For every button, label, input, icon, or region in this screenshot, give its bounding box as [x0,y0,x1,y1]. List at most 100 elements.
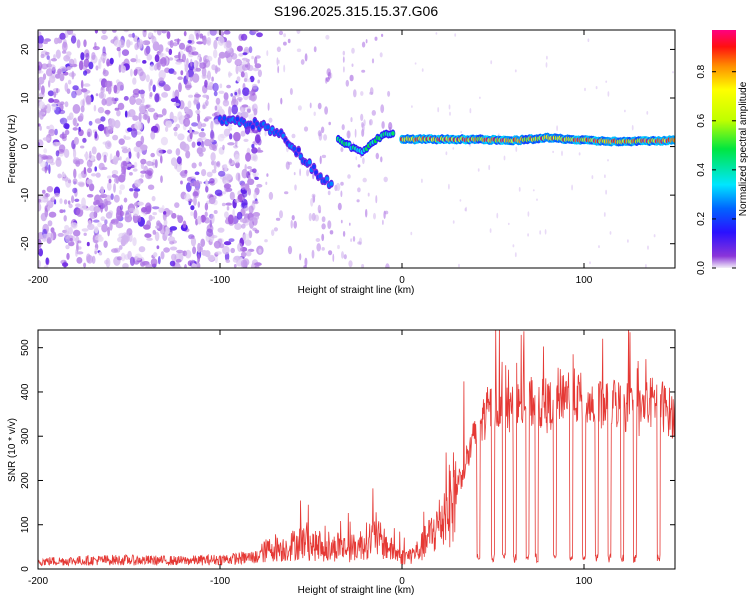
noise-blob [361,123,365,133]
noise-blob [178,42,186,50]
noise-blob [50,227,55,233]
noise-blob [64,123,70,130]
noise-blob [234,198,240,203]
noise-blob [112,30,117,33]
x-tick-label: 0 [399,275,405,286]
noise-blob [83,70,88,76]
noise-blob [56,88,59,94]
noise-blob [155,225,160,229]
noise-blob [321,247,325,251]
noise-blob [192,246,197,255]
noise-blob [38,198,42,203]
noise-blob [142,113,148,120]
noise-blob [206,85,213,90]
noise-blob [319,155,322,165]
noise-blob [57,68,62,75]
noise-blob [294,184,297,191]
noise-blob [345,79,349,87]
noise-blob [347,130,350,139]
noise-blob [201,73,206,80]
noise-blob [66,66,72,71]
noise-blob [503,155,506,161]
noise-blob [228,106,232,116]
noise-blob [253,214,260,221]
noise-blob [122,263,129,268]
noise-blob [152,229,157,235]
noise-blob [76,207,84,217]
noise-blob [247,108,251,113]
noise-blob [595,86,598,90]
noise-blob [244,183,250,192]
noise-blob [158,44,164,53]
y-tick-label: 20 [20,43,31,55]
noise-blob [296,30,301,34]
noise-blob [92,46,100,51]
x-tick-label: 100 [576,576,593,587]
noise-blob [134,253,142,261]
noise-blob [349,222,351,226]
noise-blob [367,192,370,197]
x-tick-label: 100 [576,275,593,286]
noise-blob [291,215,295,221]
noise-blob [215,251,222,255]
noise-blob [248,91,253,95]
noise-blob [218,106,223,115]
noise-blob [163,219,168,227]
noise-blob [236,76,241,82]
noise-blob [59,209,64,214]
noise-blob [256,183,263,188]
noise-blob [93,205,101,213]
noise-blob [197,201,200,208]
noise-blob [111,174,117,178]
noise-blob [79,203,87,211]
noise-blob [81,88,88,93]
noise-blob [97,236,104,242]
noise-blob [117,237,123,243]
noise-blob [242,87,250,96]
noise-blob [42,189,46,194]
noise-blob [273,227,278,232]
noise-blob [308,213,312,222]
noise-blob [76,251,84,255]
y-tick-label: 400 [20,383,31,400]
noise-blob [518,187,521,192]
noise-blob [253,200,259,205]
noise-blob [177,133,185,141]
transient-blob [318,174,323,179]
noise-blob [38,31,42,37]
noise-blob [169,246,178,251]
noise-blob [240,259,248,268]
noise-blob [120,252,126,262]
noise-blob [47,90,55,97]
noise-blob [201,140,205,149]
noise-blob [210,152,216,162]
noise-blob [158,69,166,80]
noise-blob [73,229,81,237]
noise-blob [116,46,121,52]
noise-blob [546,55,548,60]
noise-blob [94,166,97,172]
noise-blob [197,253,201,263]
noise-blob [173,131,178,137]
noise-blob [93,219,100,223]
noise-blob [132,208,140,217]
noise-blob [243,138,249,142]
noise-blob [67,30,74,35]
spectrogram-x-label: Height of straight line (km) [298,285,415,296]
noise-blob [605,80,608,83]
noise-blob [68,203,73,209]
noise-blob [132,93,139,98]
noise-blob [191,51,199,56]
spectrogram-y-label: Frequency (Hz) [7,115,18,184]
noise-blob [107,142,111,148]
noise-blob [59,73,65,82]
noise-blob [55,49,61,59]
noise-blob [313,46,317,53]
noise-blob [223,41,227,49]
noise-blob [171,212,177,219]
noise-blob [113,39,122,48]
noise-blob [544,229,547,235]
noise-blob [64,129,70,135]
noise-blob [161,30,169,34]
noise-blob [76,257,83,264]
